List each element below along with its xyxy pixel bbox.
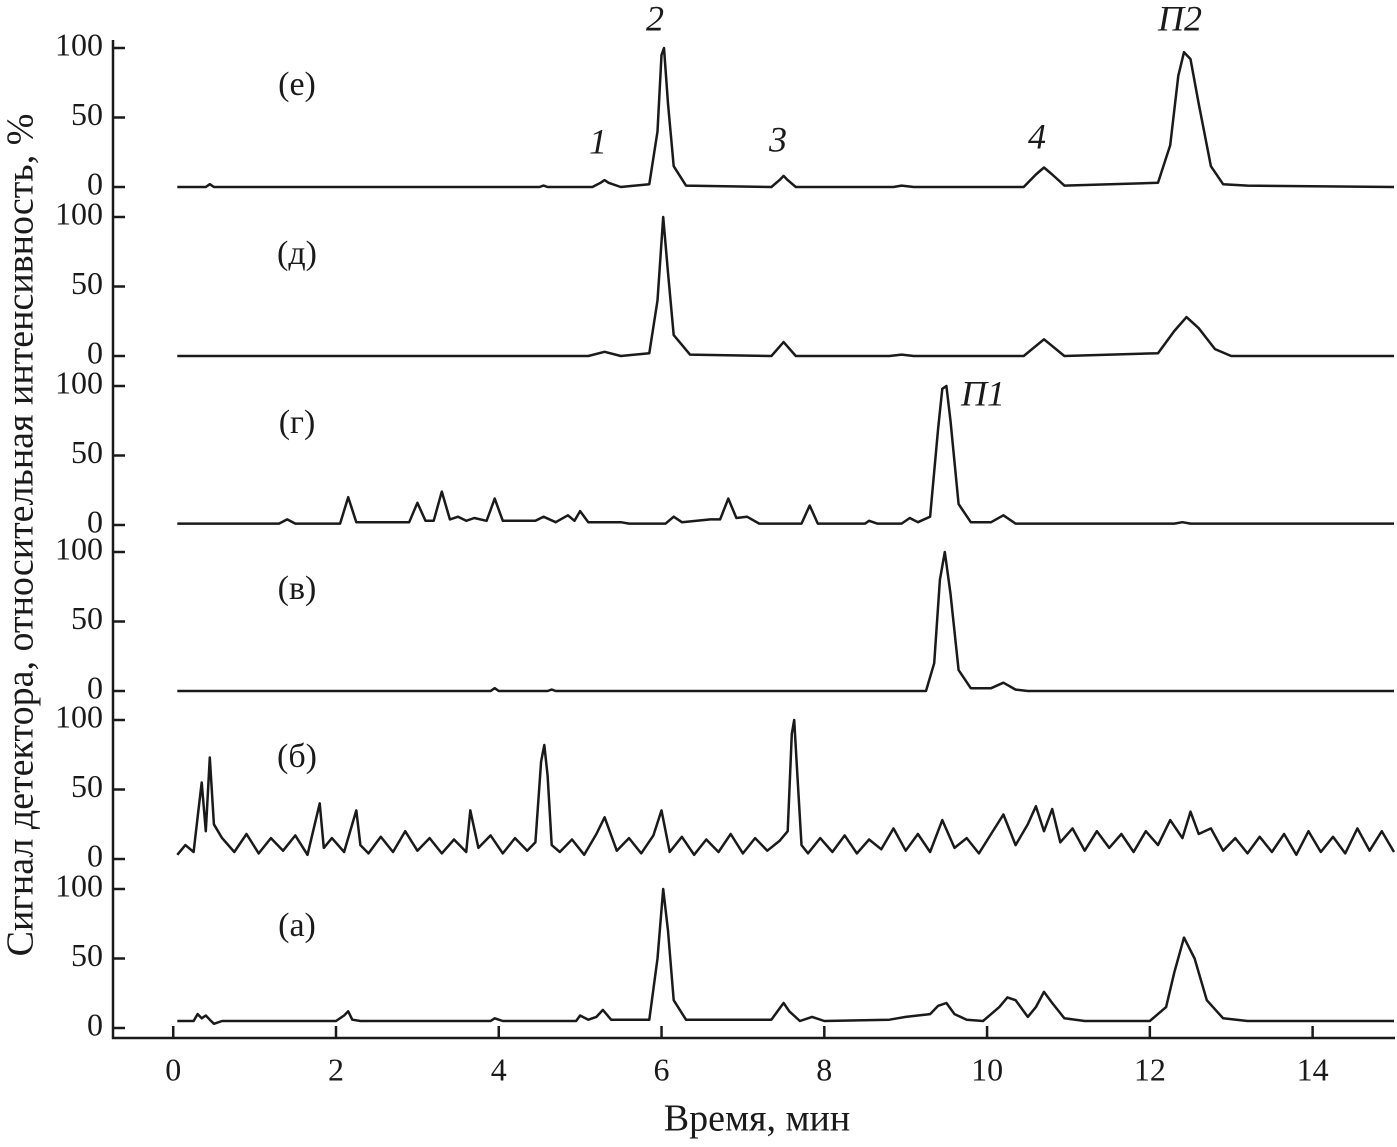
peak-label: П1	[960, 373, 1005, 413]
y-tick-label: 50	[71, 434, 103, 470]
trace	[177, 215, 1394, 358]
peak-label: П2	[1157, 0, 1202, 38]
y-tick-label: 100	[55, 530, 103, 566]
y-tick-label: 50	[71, 768, 103, 804]
trace	[176, 718, 1396, 857]
x-tick-label: 4	[491, 1051, 507, 1087]
y-tick-label: 100	[55, 698, 103, 734]
x-tick-label: 10	[971, 1051, 1003, 1087]
trace	[177, 46, 1395, 189]
y-tick-label: 0	[87, 503, 103, 539]
y-tick-label: 50	[71, 937, 103, 973]
y-tick-label: 50	[71, 96, 103, 132]
y-tick-label: 0	[87, 1006, 103, 1042]
panel-label: (в)	[278, 570, 317, 607]
x-tick-label: 0	[165, 1051, 181, 1087]
y-tick-label: 100	[55, 867, 103, 903]
peak-label: 1	[589, 121, 607, 161]
trace	[177, 550, 1394, 693]
y-tick-label: 0	[87, 165, 103, 201]
trace	[177, 887, 1394, 1026]
panel-label: (б)	[277, 738, 317, 775]
trace	[177, 384, 1394, 525]
x-tick-label: 2	[328, 1051, 344, 1087]
peak-label: 4	[1028, 116, 1046, 156]
panel-label: (г)	[279, 404, 316, 441]
x-tick-label: 12	[1134, 1051, 1166, 1087]
y-axis-title: Сигнал детектора, относительная интенсив…	[0, 114, 42, 957]
y-tick-label: 0	[87, 334, 103, 370]
y-tick-label: 0	[87, 837, 103, 873]
y-tick-label: 50	[71, 600, 103, 636]
y-tick-label: 0	[87, 669, 103, 705]
y-tick-label: 100	[55, 364, 103, 400]
panel-label: (а)	[278, 907, 316, 944]
peak-label: 3	[768, 119, 787, 159]
x-tick-label: 6	[654, 1051, 670, 1087]
y-tick-label: 50	[71, 265, 103, 301]
y-tick-label: 100	[55, 195, 103, 231]
y-tick-label: 100	[55, 26, 103, 62]
x-tick-label: 8	[816, 1051, 832, 1087]
panel-label: (д)	[277, 235, 317, 272]
x-axis-title: Время, мин	[664, 1098, 850, 1140]
x-tick-label: 14	[1297, 1051, 1329, 1087]
peak-label: 2	[646, 0, 664, 38]
panel-label: (е)	[278, 66, 316, 103]
